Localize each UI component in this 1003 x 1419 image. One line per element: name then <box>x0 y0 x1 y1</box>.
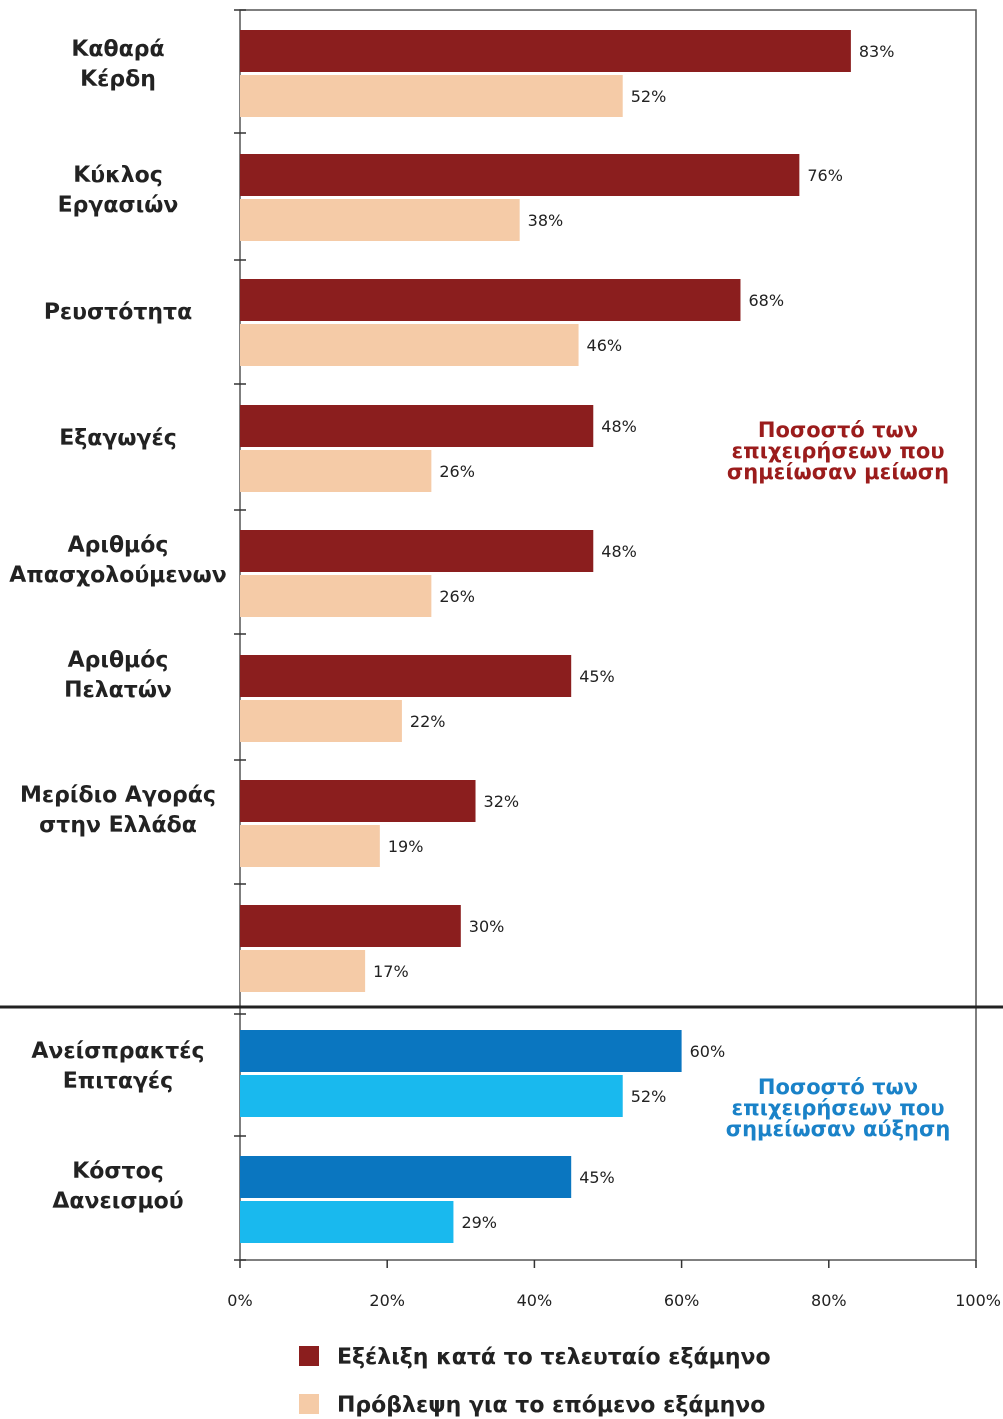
category-label: Ανείσπρακτές <box>31 1039 204 1064</box>
legend-label: Εξέλιξη κατά το τελευταίο εξάμηνο <box>337 1345 771 1370</box>
legend-label: Πρόβλεψη για το επόμενο εξάμηνο <box>337 1393 765 1418</box>
value-label: 48% <box>601 542 637 561</box>
value-label: 52% <box>631 1087 667 1106</box>
value-label: 45% <box>579 667 615 686</box>
bar-next-semester <box>240 1075 623 1117</box>
category-label: Επιταγές <box>63 1069 173 1094</box>
bar-last-semester <box>240 154 800 196</box>
category-label: Καθαρά <box>71 37 164 62</box>
value-label: 32% <box>484 792 520 811</box>
legend-swatch <box>299 1346 319 1366</box>
bar-next-semester <box>240 700 402 742</box>
bar-last-semester <box>240 1156 572 1198</box>
value-label: 26% <box>439 462 475 481</box>
value-label: 30% <box>469 917 505 936</box>
x-tick-label: 100% <box>955 1291 1001 1310</box>
bar-next-semester <box>240 950 366 992</box>
value-label: 48% <box>601 417 637 436</box>
value-label: 45% <box>579 1168 615 1187</box>
bar-last-semester <box>240 530 594 572</box>
bar-last-semester <box>240 1030 682 1072</box>
group-note: επιχειρήσεων που <box>731 1096 944 1120</box>
bar-next-semester <box>240 199 520 241</box>
legend: Εξέλιξη κατά το τελευταίο εξάμηνο Πρόβλεψ… <box>299 1345 771 1418</box>
value-label: 52% <box>631 87 667 106</box>
value-label: 17% <box>373 962 409 981</box>
value-label: 19% <box>388 837 424 856</box>
category-label: Κόστος <box>72 1159 164 1184</box>
bar-last-semester <box>240 405 594 447</box>
bar-next-semester <box>240 75 623 117</box>
value-label: 83% <box>859 42 895 61</box>
category-label: Εξαγωγές <box>59 426 177 451</box>
plot-border <box>239 9 977 1261</box>
value-label: 29% <box>461 1213 497 1232</box>
category-label: Απασχολούμενων <box>9 563 226 588</box>
value-label: 68% <box>748 291 784 310</box>
value-label: 76% <box>807 166 843 185</box>
category-label: Αριθμός <box>68 533 169 558</box>
category-label: Κύκλος <box>73 163 163 188</box>
plot-frame <box>0 9 1003 1261</box>
bar-last-semester <box>240 780 476 822</box>
bar-next-semester <box>240 450 432 492</box>
category-label: Πελατών <box>64 678 172 703</box>
legend-swatch <box>299 1394 319 1414</box>
x-tick-label: 40% <box>517 1291 553 1310</box>
x-tick-label: 20% <box>369 1291 405 1310</box>
value-label: 26% <box>439 587 475 606</box>
value-label: 60% <box>690 1042 726 1061</box>
x-tick-label: 60% <box>664 1291 700 1310</box>
category-label: Εργασιών <box>58 193 179 218</box>
group-note: σημείωσαν αύξηση <box>726 1117 951 1141</box>
category-label: Δανεισμού <box>52 1189 183 1214</box>
group-note: Ποσοστό των <box>758 1075 918 1099</box>
value-label: 22% <box>410 712 446 731</box>
group-note: σημείωσαν μείωση <box>727 460 949 484</box>
bar-next-semester <box>240 324 579 366</box>
value-label: 46% <box>587 336 623 355</box>
category-label: στην Ελλάδα <box>39 813 197 838</box>
x-tick-label: 0% <box>227 1291 252 1310</box>
bar-last-semester <box>240 30 851 72</box>
x-axis: 0% 20% 40% 60% 80% 100% <box>227 1260 1001 1310</box>
value-label: 38% <box>528 211 564 230</box>
group-note: επιχειρήσεων που <box>731 439 944 463</box>
bar-next-semester <box>240 575 432 617</box>
bar-last-semester <box>240 279 741 321</box>
category-label: Κέρδη <box>80 67 156 92</box>
bar-next-semester <box>240 1201 454 1243</box>
bars: 83% 52% 76% 38% 68% 46% 48% 26% 48% 26% 45% 22% 32% 1… <box>240 30 894 1243</box>
category-labels: Καθαρά Κέρδη Κύκλος Εργασιών Ρευστότητα Εξαγω… <box>9 37 226 1214</box>
bar-next-semester <box>240 825 380 867</box>
category-label: Αριθμός <box>68 648 169 673</box>
bar-last-semester <box>240 905 461 947</box>
bar-last-semester <box>240 655 572 697</box>
group-note: Ποσοστό των <box>758 418 918 442</box>
category-label: Ρευστότητα <box>44 300 192 325</box>
category-label: Μερίδιο Αγοράς <box>20 783 216 808</box>
x-tick-label: 80% <box>811 1291 847 1310</box>
